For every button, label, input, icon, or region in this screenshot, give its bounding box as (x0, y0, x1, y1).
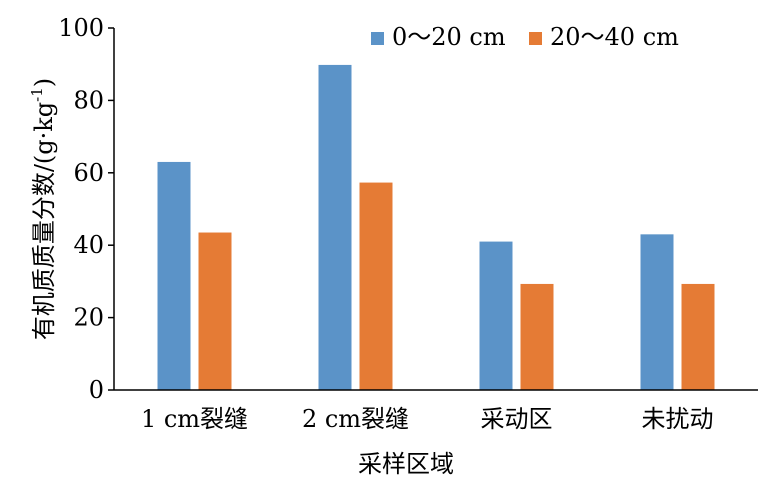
legend-label-20-40cm: 20～40 cm (550, 23, 679, 51)
x-category-label: 2 cm裂缝 (302, 405, 409, 433)
x-category-label: 未扰动 (642, 405, 714, 433)
y-tick-label: 80 (73, 86, 104, 114)
x-category-label: 1 cm裂缝 (141, 405, 248, 433)
y-axis-title-superscript: -1 (28, 87, 46, 102)
y-tick-label: 60 (73, 159, 104, 187)
bar-20-40cm-0 (198, 232, 232, 390)
bar-20-40cm-3 (681, 283, 715, 390)
y-tick-label: 40 (73, 231, 104, 259)
y-axis-title-close: ) (30, 78, 58, 87)
y-axis-ticks: 0 20 40 60 80 100 (58, 14, 114, 404)
y-axis-title: 有机质质量分数/(g·kg-1) (28, 78, 58, 340)
y-axis-title-main: 有机质质量分数/(g·kg (30, 102, 58, 340)
legend: 0～20 cm 20～40 cm (371, 23, 679, 51)
bar-0-20cm-2 (479, 241, 513, 390)
bar-0-20cm-3 (640, 234, 674, 390)
x-category-label: 采动区 (481, 405, 553, 433)
legend-swatch-0-20cm (371, 32, 384, 45)
x-axis-category-labels: 1 cm裂缝 2 cm裂缝 采动区 未扰动 (141, 405, 714, 433)
bar-0-20cm-1 (318, 64, 352, 390)
y-tick-label: 0 (89, 376, 104, 404)
legend-swatch-20-40cm (529, 32, 542, 45)
bar-0-20cm-0 (157, 161, 191, 390)
y-tick-label: 100 (58, 14, 104, 42)
x-axis-title: 采样区域 (358, 450, 454, 478)
legend-label-0-20cm: 0～20 cm (392, 23, 506, 51)
bars (157, 64, 715, 390)
bar-20-40cm-1 (359, 182, 393, 390)
y-tick-label: 20 (73, 304, 104, 332)
bar-20-40cm-2 (520, 283, 554, 390)
